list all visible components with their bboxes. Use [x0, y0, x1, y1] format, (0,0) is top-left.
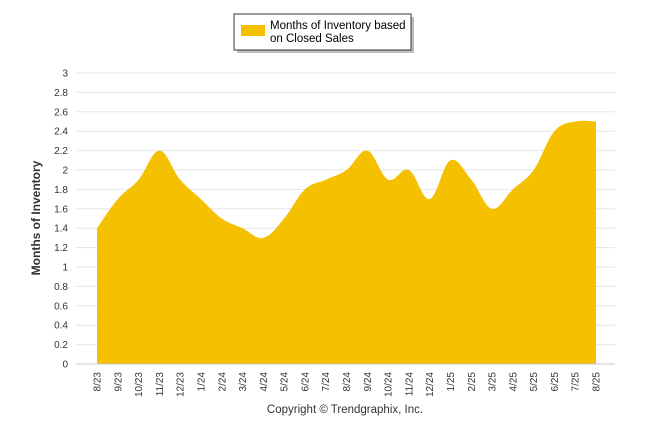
legend: Months of Inventory based on Closed Sale…: [233, 13, 414, 53]
x-tick-label: 9/23: [113, 372, 124, 392]
y-tick-label: 0.4: [54, 321, 68, 332]
x-tick-label: 1/25: [446, 372, 457, 392]
x-tick-label: 1/24: [196, 372, 207, 392]
y-tick-label: 0: [62, 360, 68, 371]
x-tick-label: 10/23: [134, 372, 145, 397]
y-tick-label: 1: [62, 263, 68, 274]
y-tick-label: 1.4: [54, 224, 68, 235]
x-tick-label: 2/24: [217, 372, 228, 392]
x-tick-label: 11/24: [404, 372, 415, 397]
x-tick-labels: 8/23 9/23 10/23 11/23 12/23 1/24 2/24 3/24 4/24 5…: [93, 372, 603, 397]
y-tick-label: 1.6: [54, 204, 68, 215]
x-tick-label: 4/24: [259, 372, 270, 392]
x-tick-label: 9/24: [363, 372, 374, 392]
x-tick-label: 7/25: [571, 372, 582, 392]
y-tick-label: 3: [62, 69, 68, 80]
x-tick-label: 10/24: [384, 372, 395, 397]
y-tick-label: 2.8: [54, 88, 68, 99]
x-tick-label: 5/25: [529, 372, 540, 392]
y-tick-label: 2.4: [54, 127, 68, 138]
y-tick-label: 1.2: [54, 243, 68, 254]
y-tick-label: 2: [62, 166, 68, 177]
x-tick-label: 8/25: [592, 372, 603, 392]
x-tick-label: 8/24: [342, 372, 353, 392]
y-tick-label: 2.6: [54, 107, 68, 118]
legend-label-line-2: on Closed Sales: [270, 33, 354, 45]
x-tick-label: 8/23: [93, 372, 104, 392]
inventory-area: [97, 120, 596, 364]
y-axis-title: Months of Inventory: [29, 160, 43, 275]
x-tick-label: 2/25: [467, 372, 478, 392]
y-tick-label: 1.8: [54, 185, 68, 196]
y-tick-label: 0.2: [54, 340, 68, 351]
x-tick-label: 11/23: [155, 372, 166, 397]
y-tick-labels: 0 0.2 0.4 0.6 0.8 1 1.2 1.4 1.6 1.8 2 2.2 2.4 2.6 2.8 3: [54, 69, 68, 371]
y-tick-label: 2.2: [54, 146, 68, 157]
x-tick-label: 12/24: [425, 372, 436, 397]
x-tick-label: 3/25: [488, 372, 499, 392]
x-tick-label: 12/23: [176, 372, 187, 397]
copyright-text: Copyright © Trendgraphix, Inc.: [267, 404, 423, 416]
x-tick-label: 7/24: [321, 372, 332, 392]
legend-label-line-1: Months of Inventory based: [270, 20, 406, 32]
x-tick-label: 5/24: [280, 372, 291, 392]
x-tick-label: 3/24: [238, 372, 249, 392]
x-tick-label: 6/24: [300, 372, 311, 392]
y-tick-label: 0.6: [54, 301, 68, 312]
x-tick-label: 4/25: [508, 372, 519, 392]
y-tick-label: 0.8: [54, 282, 68, 293]
x-tick-label: 6/25: [550, 372, 561, 392]
legend-swatch: [241, 25, 265, 36]
